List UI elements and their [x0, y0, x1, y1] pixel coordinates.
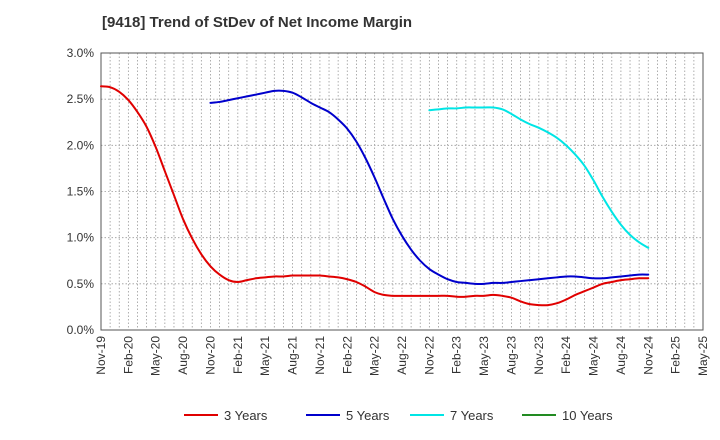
x-tick-label: Feb-22 [340, 336, 354, 374]
series-line-0 [100, 85, 650, 307]
series-line-1 [209, 89, 650, 285]
x-tick-label: Feb-23 [450, 336, 464, 374]
series-line-2 [428, 106, 650, 249]
y-tick-label: 2.0% [67, 138, 95, 152]
x-tick-label: May-23 [477, 336, 491, 376]
x-tick-label: Nov-19 [94, 336, 108, 375]
x-tick-label: Nov-20 [203, 336, 217, 375]
x-tick-label: Feb-20 [121, 336, 135, 374]
x-tick-label: May-20 [149, 336, 163, 376]
x-tick-label: Nov-23 [532, 336, 546, 375]
y-tick-label: 0.0% [67, 323, 95, 337]
legend-label-3: 10 Years [562, 408, 613, 423]
x-tick-label: Aug-23 [504, 336, 518, 375]
x-tick-label: Nov-24 [641, 336, 655, 375]
y-tick-label: 2.5% [67, 92, 95, 106]
x-tick-label: Aug-21 [286, 336, 300, 375]
x-tick-label: Nov-22 [422, 336, 436, 375]
x-tick-label: Feb-21 [231, 336, 245, 374]
axis-layer: 0.0% 0.5% 1.0% 1.5% 2.0% 2.5% 3.0% Nov-19 Feb-20… [67, 46, 710, 376]
x-tick-label: Aug-22 [395, 336, 409, 375]
y-tick-label: 1.5% [67, 185, 95, 199]
y-tick-label: 1.0% [67, 231, 95, 245]
series-layer [100, 85, 650, 307]
x-tick-label: Feb-24 [559, 336, 573, 374]
legend: 3 Years 5 Years 7 Years 10 Years [184, 408, 613, 423]
chart-title: [9418] Trend of StDev of Net Income Marg… [102, 14, 413, 31]
x-tick-label: Feb-25 [669, 336, 683, 374]
x-tick-label: May-22 [368, 336, 382, 376]
legend-label-1: 5 Years [346, 408, 390, 423]
legend-label-0: 3 Years [224, 408, 268, 423]
y-tick-label: 3.0% [67, 46, 95, 60]
y-tick-label: 0.5% [67, 277, 95, 291]
grid-layer [100, 52, 704, 331]
x-tick-label: May-21 [258, 336, 272, 376]
plot-frame [100, 52, 704, 331]
x-tick-label: Aug-24 [614, 336, 628, 375]
x-tick-label: May-24 [587, 336, 601, 376]
x-tick-label: Nov-21 [313, 336, 327, 375]
x-tick-label: May-25 [696, 336, 710, 376]
legend-label-2: 7 Years [450, 408, 494, 423]
x-tick-label: Aug-20 [176, 336, 190, 375]
